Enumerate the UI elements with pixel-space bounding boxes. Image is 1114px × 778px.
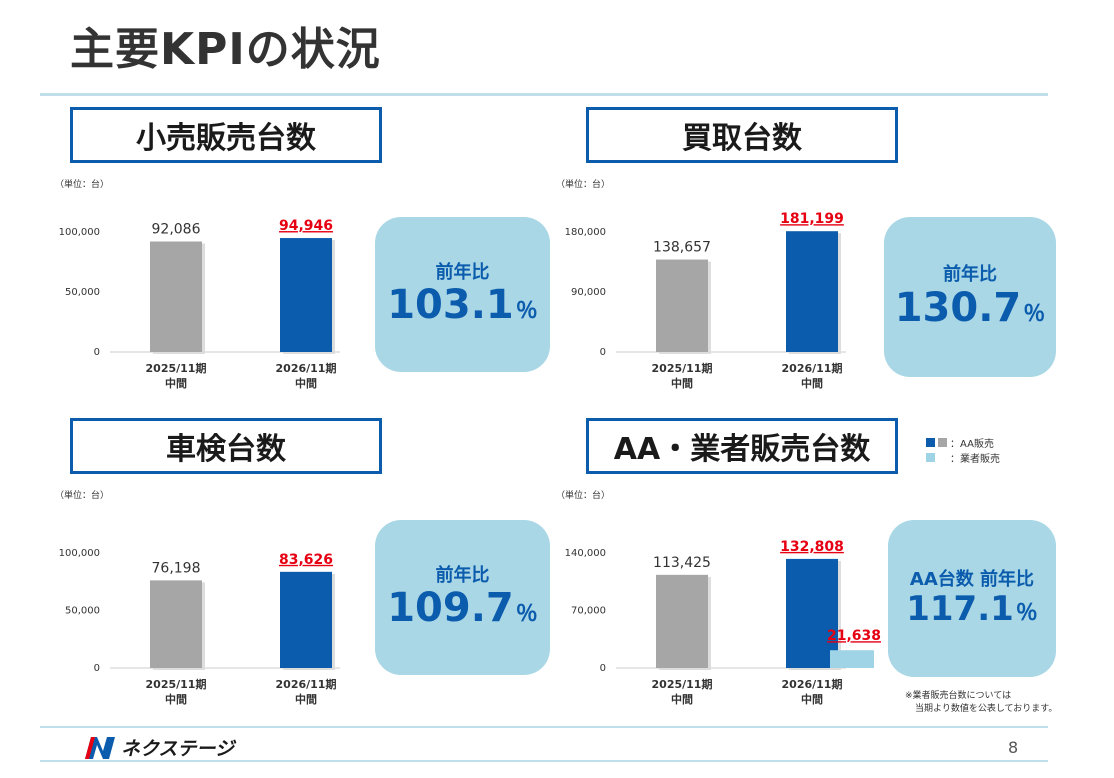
category-label: 中間 bbox=[671, 692, 693, 706]
yoy-label-retail: 前年比 bbox=[435, 261, 490, 283]
chart-inspection: 050,000100,00076,1982025/11期中間83,6262026… bbox=[59, 548, 340, 706]
yoy-label-inspection: 前年比 bbox=[435, 564, 490, 586]
category-label: 2025/11期 bbox=[146, 361, 207, 375]
panel-aa: AA・業者販売台数 （単位：台） 0 70,000 140,000 113,425 20… bbox=[556, 418, 1106, 718]
footer-divider bbox=[40, 726, 1048, 728]
y-tick-label: 0 bbox=[94, 347, 100, 358]
value-label-curr: 181,199 bbox=[780, 211, 844, 227]
y-tick-label: 180,000 bbox=[565, 227, 606, 238]
company-logo: ネクステージ bbox=[85, 734, 234, 761]
legend-item-aa: ：AA販売 bbox=[926, 435, 1000, 450]
category-label: 中間 bbox=[801, 376, 823, 390]
value-label-prev: 138,657 bbox=[653, 240, 711, 256]
unit-label-aa: （単位：台） bbox=[556, 491, 611, 501]
category-label: 2026/11期 bbox=[782, 361, 843, 375]
value-label-dealer: 21,638 bbox=[827, 628, 881, 644]
legend-label-aa: ：AA販売 bbox=[950, 439, 994, 450]
footnote-line-1: ※業者販売台数については bbox=[905, 691, 1012, 701]
panel-title-inspection: 車検台数 bbox=[70, 418, 382, 474]
category-label: 2025/11期 bbox=[146, 677, 207, 691]
value-label-curr: 83,626 bbox=[279, 552, 333, 568]
chart-aa: 070,000140,000113,4252025/11期中間132,80820… bbox=[565, 539, 881, 706]
category-label: 2026/11期 bbox=[276, 361, 337, 375]
bar-curr bbox=[786, 231, 838, 352]
title-divider bbox=[40, 93, 1048, 96]
value-label-prev: 92,086 bbox=[152, 221, 201, 237]
panel-title-purchase: 買取台数 bbox=[586, 107, 898, 163]
y-tick-label: 100,000 bbox=[59, 548, 100, 559]
yoy-value-inspection: 109.7％ bbox=[387, 585, 538, 632]
legend-item-dealer: ：業者販売 bbox=[926, 450, 1000, 465]
bar-dealer bbox=[830, 650, 874, 668]
legend-swatch-prev bbox=[938, 438, 947, 447]
yoy-box-inspection: 前年比 109.7％ bbox=[375, 520, 550, 675]
yoy-value-retail: 103.1％ bbox=[387, 282, 538, 329]
panel-title-aa: AA・業者販売台数 bbox=[586, 418, 898, 474]
y-tick-label: 0 bbox=[94, 663, 100, 674]
category-label: 中間 bbox=[295, 376, 317, 390]
y-tick-label: 140,000 bbox=[565, 548, 606, 559]
bar-prev bbox=[150, 241, 202, 352]
bar-prev bbox=[656, 574, 708, 668]
bar-curr bbox=[280, 571, 332, 668]
y-tick-label: 0 bbox=[600, 347, 606, 358]
y-tick-label: 70,000 bbox=[571, 606, 606, 617]
category-label: 2025/11期 bbox=[652, 677, 713, 691]
panel-purchase: 買取台数 （単位：台） 0 90,000 180,000 138,657 2025/11… bbox=[556, 107, 1106, 407]
bar-curr bbox=[280, 238, 332, 352]
value-label-curr: 94,946 bbox=[279, 218, 333, 234]
panel-retail: 小売販売台数 （単位：台） 0 50,000 100,000 92,086 2025/1… bbox=[55, 107, 590, 407]
category-label: 2025/11期 bbox=[652, 361, 713, 375]
bar-prev bbox=[150, 580, 202, 668]
yoy-value-purchase: 130.7％ bbox=[894, 284, 1046, 331]
y-tick-label: 50,000 bbox=[65, 606, 100, 617]
legend-label-dealer: ：業者販売 bbox=[950, 454, 1000, 465]
yoy-box-aa: AA台数 前年比 117.1％ bbox=[888, 520, 1056, 677]
unit-label-inspection: （単位：台） bbox=[55, 491, 110, 501]
category-label: 中間 bbox=[671, 376, 693, 390]
legend-swatch-curr bbox=[926, 438, 935, 447]
panel-inspection: 車検台数 （単位：台） 0 50,000 100,000 76,198 2025/11期… bbox=[55, 418, 590, 718]
category-label: 中間 bbox=[295, 692, 317, 706]
footnote: ※業者販売台数については 当期より数値を公表しております。 bbox=[905, 690, 1057, 715]
page-title: 主要KPIの状況 bbox=[70, 24, 381, 75]
logo-text: ネクステージ bbox=[121, 738, 235, 760]
y-tick-label: 100,000 bbox=[59, 227, 100, 238]
y-tick-label: 50,000 bbox=[65, 287, 100, 298]
value-label-prev: 76,198 bbox=[152, 560, 201, 576]
footer-divider-bottom bbox=[40, 760, 1048, 762]
category-label: 2026/11期 bbox=[782, 677, 843, 691]
category-label: 中間 bbox=[165, 376, 187, 390]
category-label: 中間 bbox=[801, 692, 823, 706]
footnote-line-2: 当期より数値を公表しております。 bbox=[915, 703, 1058, 714]
bar-prev bbox=[656, 259, 708, 352]
legend: ：AA販売 ：業者販売 bbox=[926, 435, 1000, 465]
y-tick-label: 0 bbox=[600, 663, 606, 674]
yoy-box-retail: 前年比 103.1％ bbox=[375, 217, 550, 372]
legend-swatch-spacer bbox=[938, 453, 947, 462]
legend-swatch-dealer bbox=[926, 453, 935, 462]
category-label: 中間 bbox=[165, 692, 187, 706]
value-label-prev: 113,425 bbox=[653, 555, 711, 571]
bar-curr bbox=[786, 558, 838, 668]
page-number: 8 bbox=[1008, 738, 1019, 757]
yoy-label-purchase: 前年比 bbox=[943, 264, 997, 286]
panel-title-retail: 小売販売台数 bbox=[70, 107, 382, 163]
y-tick-label: 90,000 bbox=[571, 287, 606, 298]
yoy-box-purchase: 前年比 130.7％ bbox=[884, 217, 1056, 377]
yoy-value-aa: 117.1％ bbox=[906, 588, 1038, 629]
category-label: 2026/11期 bbox=[276, 677, 337, 691]
yoy-label-aa: AA台数 前年比 bbox=[909, 569, 1035, 590]
value-label-curr: 132,808 bbox=[780, 539, 844, 555]
unit-label-purchase: （単位：台） bbox=[556, 180, 611, 190]
logo-mark-icon bbox=[85, 736, 115, 759]
unit-label-retail: （単位：台） bbox=[55, 180, 110, 190]
chart-purchase: 090,000180,000138,6572025/11期中間181,19920… bbox=[565, 211, 846, 390]
